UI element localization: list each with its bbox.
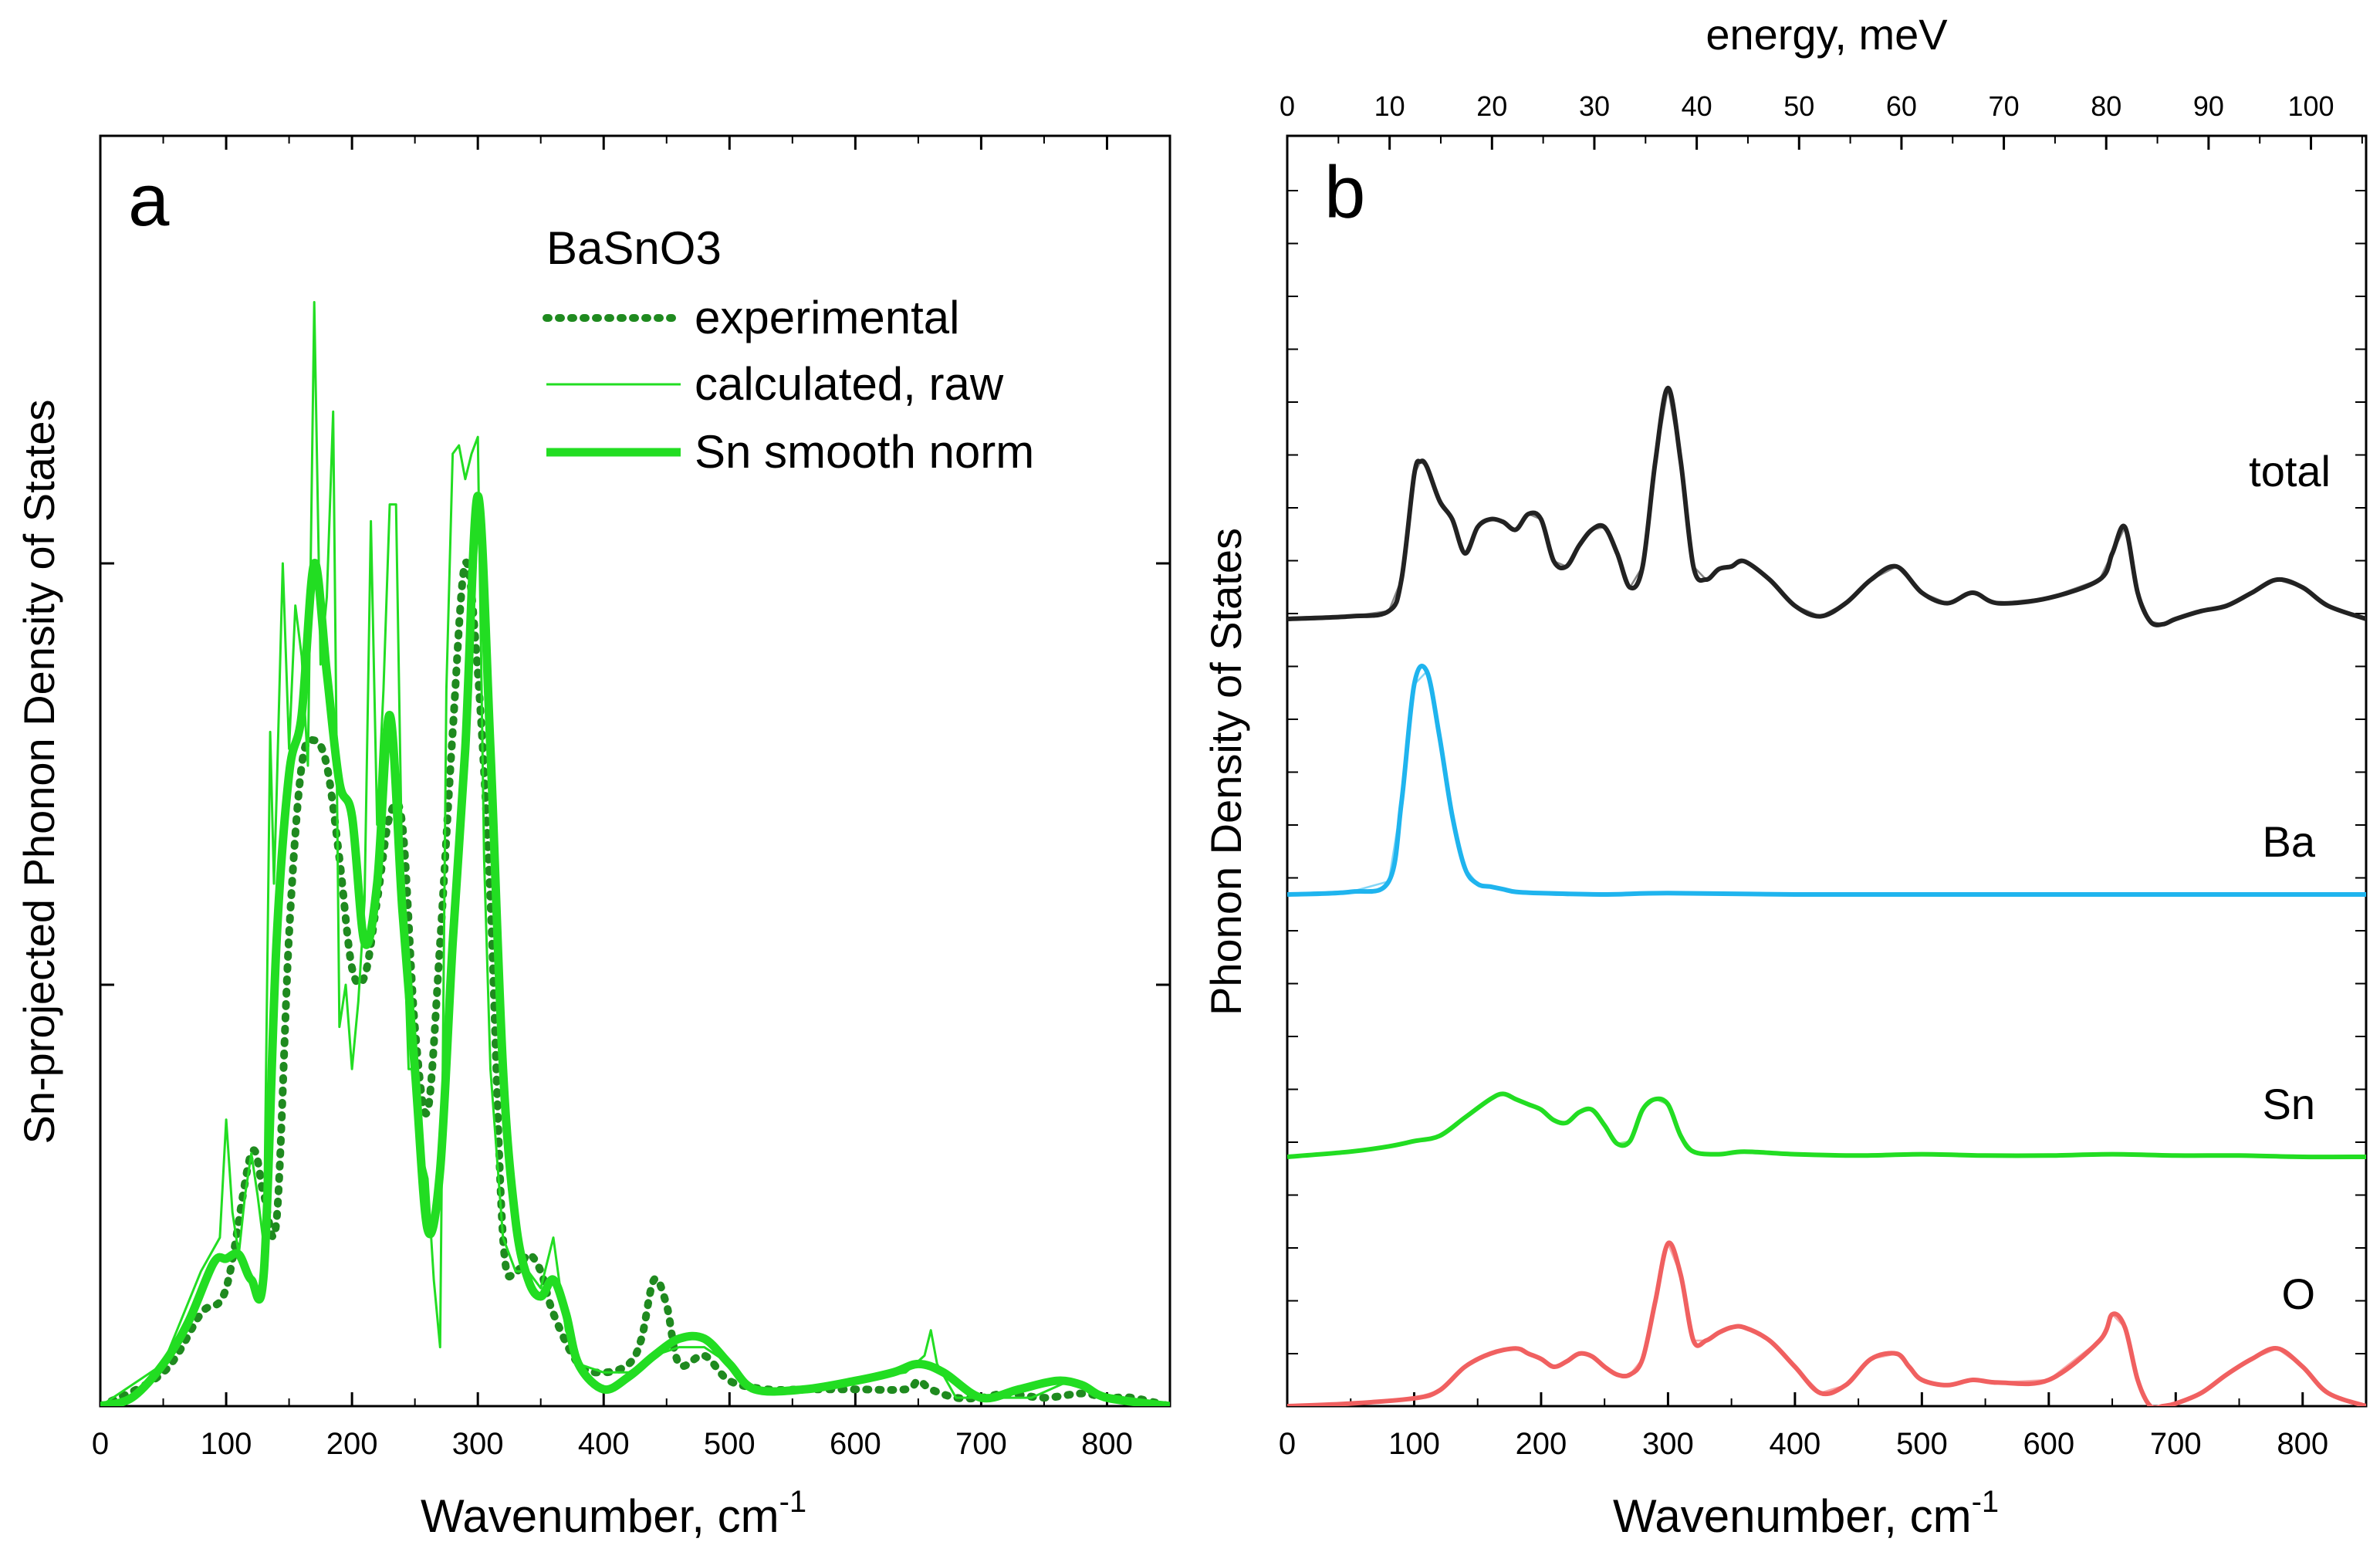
panel-b-top-xtick-label: 50	[1783, 90, 1814, 122]
panel-a-xlabel: Wavenumber, cm-1	[421, 1485, 806, 1542]
panel-a-xtick-label: 300	[452, 1427, 504, 1461]
panel-b-xtick-label: 700	[2150, 1427, 2202, 1461]
panel-a-label: a	[128, 159, 170, 242]
panel-b-top-xtick-label: 100	[2287, 90, 2334, 122]
panel-b-ticks: 0 100 200 300 400 500 600 700 800 0 10 20 30 40 50 60 70…	[1279, 90, 2366, 1461]
panel-b-top-xtick-label: 10	[1374, 90, 1405, 122]
legend-experimental: experimental	[695, 292, 960, 343]
series-label-o: O	[2281, 1270, 2315, 1318]
panel-b-series	[1287, 385, 2366, 1406]
panel-b-top-xtick-label: 40	[1682, 90, 1712, 122]
panel-b-label: b	[1324, 151, 1365, 234]
panel-b-top-xtick-label: 30	[1579, 90, 1610, 122]
series-label-ba: Ba	[2263, 817, 2316, 866]
series-total-raw	[1287, 387, 2366, 626]
panel-b-top-xtick-label: 60	[1886, 90, 1917, 122]
panel-b-top-xtick-label: 20	[1476, 90, 1507, 122]
panel-b-top-xtick-label: 70	[1989, 90, 2020, 122]
panel-b-ylabel: Phonon Density of States	[1202, 528, 1250, 1016]
panel-b-xtick-label: 500	[1896, 1427, 1948, 1461]
panel-b-top-xlabel: energy, meV	[1706, 10, 1948, 59]
panel-b-xtick-label: 800	[2277, 1427, 2328, 1461]
panel-a-xtick-label: 400	[578, 1427, 630, 1461]
panel-a-xtick-label: 100	[201, 1427, 252, 1461]
series-label-sn: Sn	[2263, 1080, 2316, 1128]
legend-title: BaSnO3	[546, 222, 722, 274]
series-ba	[1287, 663, 2366, 898]
panel-b-xtick-label: 200	[1516, 1427, 1567, 1461]
panel-a-xtick-label: 0	[92, 1427, 109, 1461]
panel-b-xtick-label: 100	[1388, 1427, 1440, 1461]
panel-a-series	[100, 301, 1170, 1406]
series-label-total: total	[2249, 447, 2331, 495]
panel-b-xtick-label: 0	[1279, 1427, 1296, 1461]
panel-b-top-xtick-label: 80	[2091, 90, 2121, 122]
series-experimental	[100, 558, 1170, 1406]
panel-a-ylabel: Sn-projected Phonon Density of States	[15, 399, 63, 1144]
legend-sn-smooth-norm: Sn smooth norm	[695, 426, 1034, 478]
panel-a-frame	[99, 134, 1171, 1408]
panel-b-frame	[1286, 134, 2368, 1408]
series-sn-smooth-norm	[100, 492, 1170, 1406]
panel-a-xtick-label: 500	[704, 1427, 756, 1461]
panel-b-xtick-label: 300	[1642, 1427, 1694, 1461]
panel-b-top-xtick-label: 90	[2193, 90, 2224, 122]
panel-a-xtick-label: 200	[326, 1427, 378, 1461]
series-o	[1287, 1240, 2366, 1406]
panel-a-xtick-label: 700	[955, 1427, 1007, 1461]
panel-b: 0 100 200 300 400 500 600 700 800 0 10 20 30 40 50 60 70…	[1202, 10, 2368, 1542]
panel-b-xtick-label: 600	[2023, 1427, 2074, 1461]
panel-a: 0 100 200 300 400 500 600 700 800 a BaSnO3 exper…	[15, 134, 1171, 1542]
series-sn	[1287, 1091, 2366, 1160]
panel-a-xtick-label: 800	[1081, 1427, 1133, 1461]
legend-calculated-raw: calculated, raw	[695, 358, 1004, 410]
series-total	[1287, 385, 2366, 627]
panel-a-ticks: 0 100 200 300 400 500 600 700 800	[92, 136, 1170, 1461]
panel-b-xtick-label: 400	[1770, 1427, 1821, 1461]
panel-b-top-xtick-label: 0	[1280, 90, 1295, 122]
panel-b-xlabel: Wavenumber, cm-1	[1613, 1485, 1999, 1542]
series-sn-raw	[1287, 1093, 2366, 1158]
panel-a-xtick-label: 600	[830, 1427, 881, 1461]
